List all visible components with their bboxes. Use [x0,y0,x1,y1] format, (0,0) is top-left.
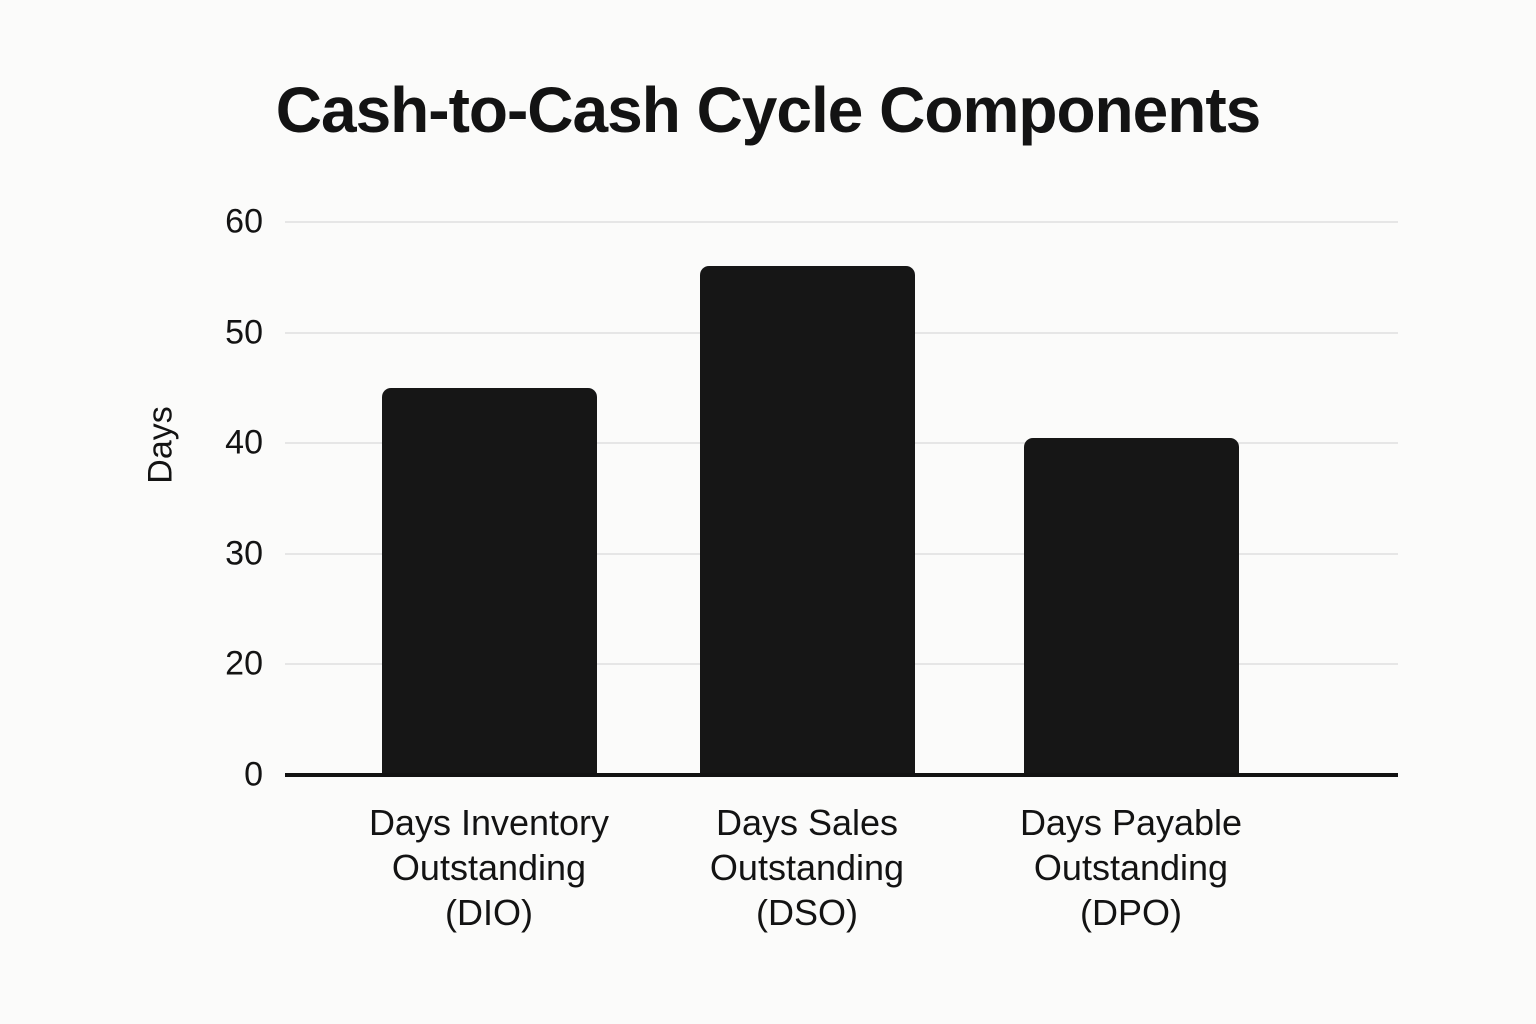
x-category-label-line: (DSO) [756,892,858,933]
y-tick-label: 50 [225,313,263,352]
x-category-label-line: (DIO) [445,892,533,933]
x-category-label-line: (DPO) [1080,892,1182,933]
x-category-label-line: Days Payable [1019,802,1243,843]
y-tick-label: 40 [225,423,263,462]
y-tick-label: 20 [225,644,263,683]
x-category-label-line: Days Sales [715,802,899,843]
y-tick-label: 30 [225,534,263,573]
chart-title: Cash-to-Cash Cycle Components [275,74,1261,146]
y-tick-label: 0 [244,755,263,794]
x-category-label-line: Outstanding [709,847,905,888]
x-category-label: Days Payable Outstanding (DPO) [921,800,1341,935]
x-category-label: Days Sales Outstanding (DSO) [597,800,1017,935]
x-category-label-line: Outstanding [1033,847,1229,888]
x-category-label-line: Days Inventory [368,802,610,843]
bar-3 [1023,437,1239,773]
y-gridline [285,221,1398,223]
x-category-label: Days Inventory Outstanding (DIO) [279,800,699,935]
x-axis-line [285,773,1398,777]
x-category-label-line: Outstanding [391,847,587,888]
y-tick-label: 60 [225,202,263,241]
bar-2 [699,266,915,773]
bar-1 [381,387,597,773]
